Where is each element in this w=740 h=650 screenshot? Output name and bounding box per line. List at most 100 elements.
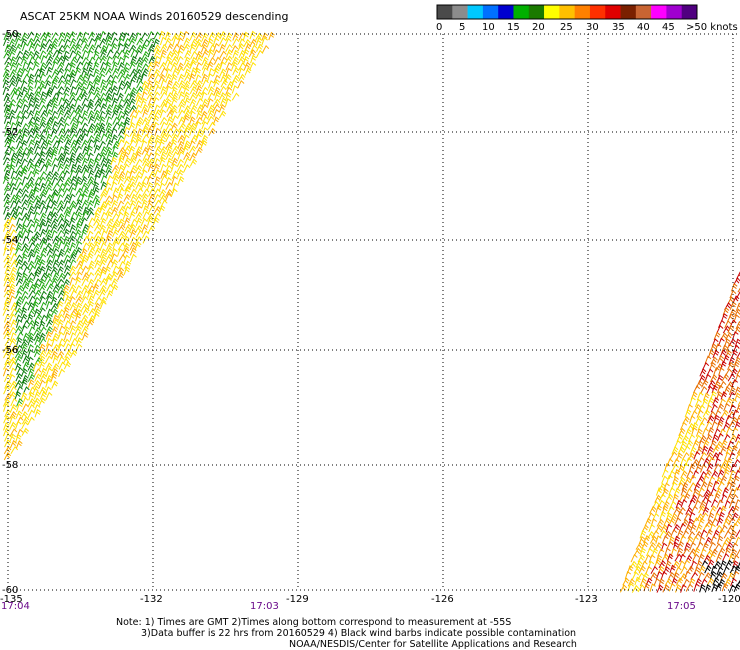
wind-barb	[706, 385, 714, 394]
wind-barb	[683, 512, 692, 521]
wind-barb	[662, 565, 670, 575]
wind-barb	[166, 50, 174, 59]
wind-barb	[63, 264, 71, 274]
wind-barb	[75, 86, 83, 96]
wind-barb	[75, 337, 83, 346]
legend-label-5: 5	[459, 22, 465, 33]
wind-barb	[194, 120, 202, 130]
wind-barb	[22, 247, 30, 256]
lat-label-58: -58	[2, 460, 18, 471]
wind-barb	[8, 272, 17, 281]
wind-barb	[220, 73, 228, 83]
wind-barb	[134, 200, 142, 209]
legend-swatch	[589, 5, 606, 19]
wind-barb	[27, 373, 36, 382]
wind-barb	[238, 38, 246, 47]
wind-barb	[111, 259, 119, 268]
wind-barb	[27, 277, 34, 286]
wind-barb	[110, 253, 118, 262]
wind-barb	[720, 505, 727, 515]
wind-barb	[99, 300, 107, 310]
wind-barb	[3, 98, 11, 107]
wind-barb	[147, 103, 154, 112]
wind-barb	[655, 570, 663, 580]
wind-barb	[707, 427, 715, 436]
wind-barb	[58, 170, 66, 179]
wind-barb	[141, 126, 149, 136]
wind-barb	[238, 73, 246, 82]
wind-barb	[692, 439, 700, 449]
wind-barb	[4, 211, 12, 221]
wind-barb	[81, 277, 89, 287]
wind-barb	[28, 289, 36, 298]
wind-barb	[682, 416, 690, 425]
wind-barb	[146, 80, 154, 89]
wind-barb	[691, 536, 699, 545]
wind-barb	[106, 259, 114, 269]
wind-barb	[69, 289, 77, 298]
wind-barb	[98, 122, 106, 131]
wind-barb	[686, 536, 694, 545]
wind-barb	[643, 534, 651, 544]
wind-barb	[170, 122, 178, 131]
wind-barb	[15, 128, 24, 137]
wind-barb	[219, 43, 226, 53]
wind-barb	[87, 284, 95, 293]
wind-barb	[146, 181, 154, 191]
wind-barb	[220, 56, 228, 65]
wind-barb	[136, 37, 144, 46]
wind-barb	[128, 145, 136, 155]
wind-barb	[21, 133, 28, 142]
wind-barb	[75, 169, 83, 178]
wind-barb	[729, 481, 736, 490]
wind-barb	[696, 493, 704, 502]
wind-barb	[130, 152, 137, 161]
wind-barb	[39, 241, 47, 250]
wind-barb	[166, 128, 174, 137]
wind-barb	[685, 583, 694, 592]
wind-barb	[63, 38, 71, 48]
wind-barb	[86, 103, 94, 112]
wind-barb	[68, 103, 76, 112]
wind-barb	[34, 408, 42, 418]
wind-barb	[153, 212, 161, 221]
wind-barb	[64, 31, 71, 41]
wind-barb	[26, 272, 35, 281]
wind-barb	[9, 31, 17, 40]
wind-barb	[225, 61, 233, 71]
wind-barb	[726, 343, 733, 352]
wind-barb	[93, 50, 100, 60]
wind-barb	[176, 158, 184, 168]
wind-barb	[154, 139, 161, 149]
wind-barb	[27, 362, 35, 371]
wind-barb	[720, 475, 728, 484]
wind-barb	[80, 86, 88, 95]
wind-barb	[730, 398, 738, 407]
wind-barb	[172, 36, 179, 46]
wind-barb	[33, 122, 40, 132]
wind-barb	[74, 43, 82, 52]
wind-barb	[105, 187, 113, 196]
wind-barb	[69, 187, 77, 196]
wind-barb	[21, 188, 29, 198]
wind-barb	[45, 349, 53, 358]
wind-barb	[21, 32, 29, 41]
wind-barb	[118, 128, 126, 137]
wind-barb	[69, 72, 76, 82]
wind-barb	[33, 55, 42, 64]
wind-barb	[15, 187, 24, 197]
wind-barb	[75, 205, 83, 214]
wind-barb	[69, 332, 77, 341]
wind-barb	[99, 61, 107, 71]
wind-barb	[674, 553, 683, 562]
wind-barb	[75, 222, 82, 232]
wind-barb	[26, 313, 34, 323]
wind-barb	[159, 43, 168, 53]
wind-barb	[732, 570, 740, 580]
wind-barb	[50, 277, 59, 286]
wind-barb	[9, 295, 16, 304]
wind-barb	[657, 499, 665, 509]
wind-barb	[50, 296, 58, 305]
wind-barb	[670, 529, 678, 538]
wind-barb	[712, 480, 720, 490]
